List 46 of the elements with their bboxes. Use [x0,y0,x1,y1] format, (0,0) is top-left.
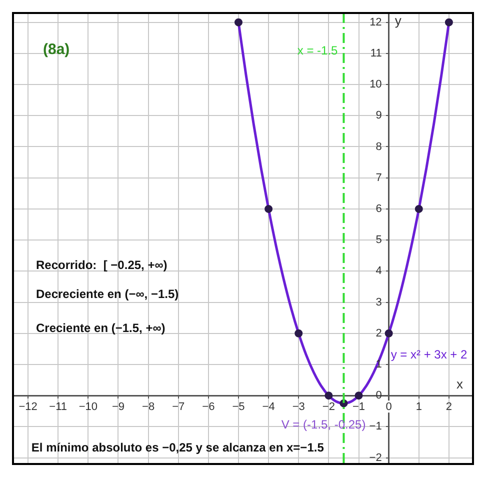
point [294,329,303,338]
y-tick-label: 11 [370,47,382,60]
y-tick-label: 10 [370,78,382,91]
ref-line-label: x = -1.5 [297,43,338,58]
x-tick-label: 2 [446,401,452,414]
y-tick-label: 8 [376,140,382,153]
x-tick-label: −6 [202,401,215,414]
y-tick-label: −1 [369,420,382,433]
point [384,329,393,338]
y-tick-label: 9 [376,110,382,122]
x-tick-label: −2 [322,401,335,414]
x-axis-title: x [456,376,464,392]
x-tick-label: −4 [262,401,275,414]
annotation: Recorrido: [ −0.25, +∞) [36,258,168,272]
y-tick-label: 2 [376,327,382,340]
y-tick-label: 5 [376,234,382,246]
point [354,392,363,400]
y-tick-label: 7 [376,172,382,184]
x-tick-label: 0 [386,401,392,414]
y-tick-label: 12 [370,16,382,28]
series-label: y = x² + 3x + 2 [390,347,468,362]
x-tick-label: −5 [232,401,245,414]
x-tick-label: −12 [18,401,38,414]
annotation: El mínimo absoluto es −0,25 y se alcanza en x=−1.5 [31,440,324,455]
point [444,18,453,26]
annotation: Creciente en (−1.5, +∞) [36,321,166,336]
text: (8a) [43,41,70,58]
annotation: V = (-1.5, -0.25) [281,418,366,432]
y-tick-label: 4 [376,265,382,278]
x-tick-label: −11 [49,401,68,414]
point [264,204,273,213]
annotation: Decreciente en (−∞, −1.5) [36,287,179,302]
y-axis-title: y [394,13,402,28]
point [234,18,242,26]
y-tick-label: −2 [369,452,382,464]
x-tick-label: 1 [416,401,422,414]
point [324,392,333,400]
y-tick-label: 6 [376,202,382,215]
y-tick-label: 3 [376,296,382,308]
x-tick-label: −1 [352,401,366,414]
point [414,204,423,213]
x-tick-label: −10 [78,401,98,414]
x-tick-label: −8 [142,401,155,414]
x-tick-label: −7 [172,401,185,414]
x-tick-label: −9 [112,401,124,414]
x-tick-label: −3 [292,401,305,414]
